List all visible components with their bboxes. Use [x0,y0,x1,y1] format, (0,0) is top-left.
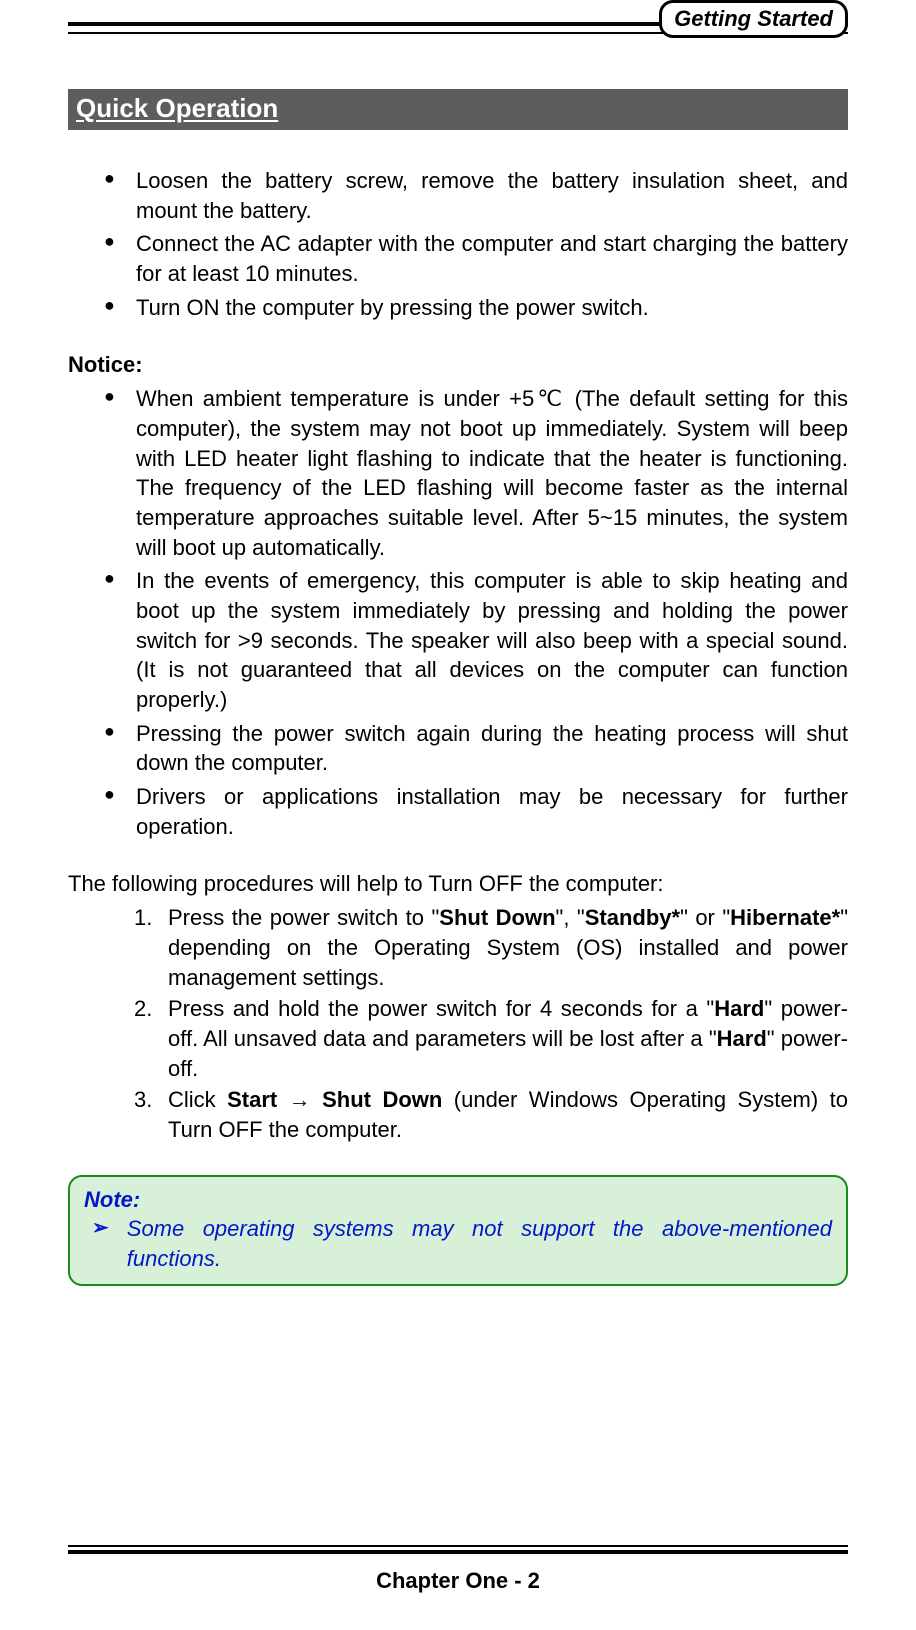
intro-bullet-list: Loosen the battery screw, remove the bat… [68,166,848,322]
turnoff-intro-text: The following procedures will help to Tu… [68,869,848,899]
section-title-bar: Quick Operation [68,89,848,130]
chevron-right-icon: ➢ [92,1214,109,1242]
list-item: 2. Press and hold the power switch for 4… [168,994,848,1083]
list-item-text: Press and hold the power switch for 4 se… [168,996,848,1080]
list-item: Turn ON the computer by pressing the pow… [104,293,848,323]
list-item-text: When ambient temperature is under +5℃ (T… [136,386,848,559]
note-text: Some operating systems may not support t… [127,1214,832,1273]
list-item-text: Loosen the battery screw, remove the bat… [136,168,848,223]
list-item: When ambient temperature is under +5℃ (T… [104,384,848,562]
note-title: Note: [84,1185,832,1215]
footer-rule-thick [68,1550,848,1554]
notice-bullet-list: When ambient temperature is under +5℃ (T… [68,384,848,841]
page-footer: Chapter One - 2 [68,1545,848,1594]
footer-page-label: Chapter One - 2 [68,1568,848,1594]
note-body: ➢ Some operating systems may not support… [84,1214,832,1273]
list-item-text: Connect the AC adapter with the computer… [136,231,848,286]
turnoff-steps-list: 1. Press the power switch to "Shut Down"… [68,903,848,1145]
footer-rule-thin [68,1545,848,1547]
page-header: Getting Started [68,0,848,55]
list-item: Connect the AC adapter with the computer… [104,229,848,288]
list-item: In the events of emergency, this compute… [104,566,848,714]
list-item-text: Click Start → Shut Down (under Windows O… [168,1087,848,1142]
list-number: 2. [134,994,152,1024]
note-callout: Note: ➢ Some operating systems may not s… [68,1175,848,1286]
list-number: 3. [134,1085,152,1115]
document-body: Loosen the battery screw, remove the bat… [68,166,848,1286]
list-item: Drivers or applications installation may… [104,782,848,841]
list-item-text: Pressing the power switch again during t… [136,721,848,776]
list-item: 3. Click Start → Shut Down (under Window… [168,1085,848,1144]
list-item-text: In the events of emergency, this compute… [136,568,848,712]
list-item-text: Press the power switch to "Shut Down", "… [168,905,848,989]
list-item-text: Drivers or applications installation may… [136,784,848,839]
section-title-text: Quick Operation [76,93,278,123]
list-item-text: Turn ON the computer by pressing the pow… [136,295,649,320]
list-number: 1. [134,903,152,933]
page: Getting Started Quick Operation Loosen t… [0,0,916,1630]
list-item: Pressing the power switch again during t… [104,719,848,778]
notice-heading: Notice: [68,350,848,380]
list-item: 1. Press the power switch to "Shut Down"… [168,903,848,992]
list-item: Loosen the battery screw, remove the bat… [104,166,848,225]
chapter-tag: Getting Started [659,0,848,38]
